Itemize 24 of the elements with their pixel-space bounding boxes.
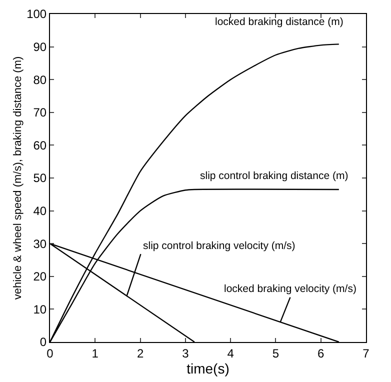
x-tick-label: 3	[182, 346, 190, 360]
annotation: locked braking velocity (m/s)	[224, 283, 356, 295]
x-axis-title: time(s)	[186, 360, 230, 376]
y-tick-label: 80	[33, 72, 47, 87]
y-tick-label: 40	[33, 204, 47, 218]
y-tick-label: 10	[33, 302, 47, 316]
x-tick-label: 4	[227, 346, 234, 360]
y-tick-label: 70	[33, 106, 47, 120]
x-tick-label: 6	[318, 346, 325, 360]
x-tick-label: 5	[272, 346, 280, 360]
y-tick-label: 90	[33, 40, 47, 54]
x-tick-label: 1	[92, 346, 99, 360]
y-tick-label: 100	[26, 7, 47, 22]
annotation: locked braking distance (m)	[215, 16, 344, 28]
y-tick-label: 60	[33, 138, 47, 152]
y-axis-title: vehicle & wheel speed (m/s), braking distance (m)	[12, 56, 24, 300]
annotation: slip control braking velocity (m/s)	[143, 240, 296, 252]
y-tick-label: 0	[40, 335, 47, 350]
y-tick-label: 50	[33, 171, 47, 186]
annotation: slip control braking distance (m)	[200, 170, 348, 182]
y-tick-label: 20	[33, 270, 47, 284]
y-tick-label: 30	[33, 236, 47, 251]
x-tick-label: 2	[136, 346, 144, 360]
x-tick-label: 7	[362, 346, 370, 360]
